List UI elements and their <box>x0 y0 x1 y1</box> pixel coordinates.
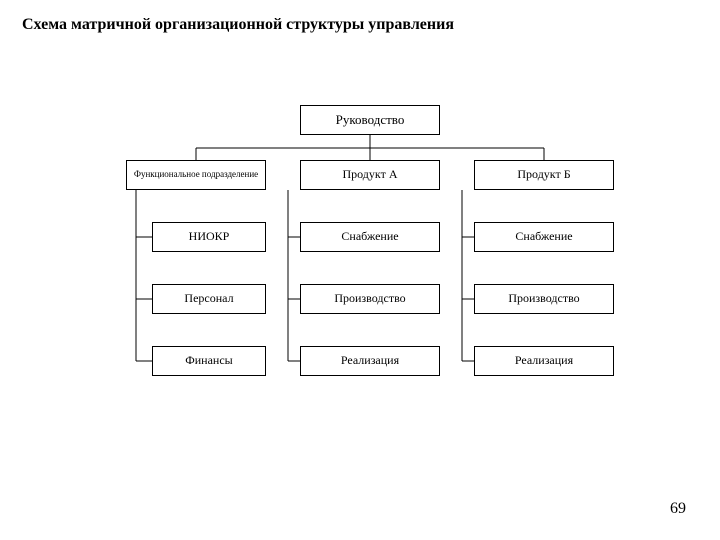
node-a-r3: Реализация <box>300 346 440 376</box>
page-title: Схема матричной организационной структур… <box>22 16 454 34</box>
node-product-b: Продукт Б <box>474 160 614 190</box>
node-func-r1: НИОКР <box>152 222 266 252</box>
node-management: Руководство <box>300 105 440 135</box>
node-functional-dept: Функциональное подразделение <box>126 160 266 190</box>
page-number: 69 <box>670 500 686 518</box>
node-b-r1: Снабжение <box>474 222 614 252</box>
node-func-r3: Финансы <box>152 346 266 376</box>
node-b-r2: Производство <box>474 284 614 314</box>
node-a-r1: Снабжение <box>300 222 440 252</box>
org-chart-connectors <box>0 0 720 540</box>
node-b-r3: Реализация <box>474 346 614 376</box>
node-func-r2: Персонал <box>152 284 266 314</box>
node-product-a: Продукт А <box>300 160 440 190</box>
node-a-r2: Производство <box>300 284 440 314</box>
